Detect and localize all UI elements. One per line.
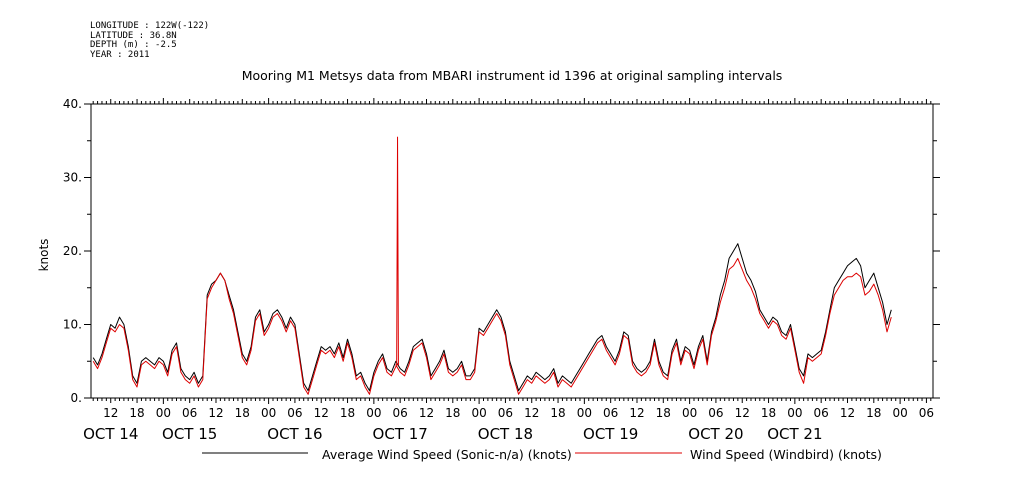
x-tick-label: 18 (445, 406, 460, 420)
x-tick-label: 06 (393, 406, 408, 420)
y-tick-label: 30. (63, 171, 82, 185)
x-tick-label: 12 (840, 406, 855, 420)
x-date-label: OCT 18 (478, 425, 533, 443)
depth-text: DEPTH (m) : -2.5 (90, 40, 177, 50)
axis-layer: 0. 10. 20. 30. 40. 12 18 00 06 12 18 00 06 12 18 00 06 12… (63, 97, 940, 443)
x-tick-label: 12 (103, 406, 118, 420)
legend-label: Wind Speed (Windbird) (knots) (690, 447, 882, 462)
x-tick-label: 00 (366, 406, 381, 420)
x-tick-label: 00 (577, 406, 592, 420)
x-date-label: OCT 19 (583, 425, 638, 443)
x-tick-label: 18 (340, 406, 355, 420)
x-tick-label: 18 (129, 406, 144, 420)
x-tick-label: 18 (550, 406, 565, 420)
series-layer (92, 136, 892, 395)
longitude-text: LONGITUDE : 122W(-122) (90, 21, 210, 31)
x-tick-label: 12 (524, 406, 539, 420)
x-tick-label: 12 (735, 406, 750, 420)
year-text: YEAR : 2011 (90, 49, 150, 60)
series-line-average-wind-speed (92, 243, 892, 392)
metadata-block: LONGITUDE : 122W(-122) LATITUDE : 36.8N … (90, 21, 210, 60)
chart-title: Mooring M1 Metsys data from MBARI instru… (242, 68, 783, 83)
y-tick-label: 0. (71, 391, 82, 405)
x-tick-label: 12 (314, 406, 329, 420)
x-tick-label: 18 (235, 406, 250, 420)
x-date-label: OCT 16 (267, 425, 322, 443)
x-tick-label: 00 (261, 406, 276, 420)
x-tick-label: 06 (498, 406, 513, 420)
x-tick-label: 06 (919, 406, 934, 420)
x-tick-label: 00 (471, 406, 486, 420)
y-tick-label: 20. (63, 244, 82, 258)
x-tick-label: 06 (708, 406, 723, 420)
x-tick-label: 00 (892, 406, 907, 420)
legend: Average Wind Speed (Sonic-n/a) (knots) Wi… (202, 447, 882, 462)
x-tick-label: 06 (814, 406, 829, 420)
x-tick-label: 18 (656, 406, 671, 420)
x-tick-label: 00 (156, 406, 171, 420)
x-date-label: OCT 15 (162, 425, 217, 443)
latitude-text: LATITUDE : 36.8N (90, 30, 177, 41)
x-tick-label: 06 (182, 406, 197, 420)
x-date-label: OCT 17 (373, 425, 428, 443)
x-date-label: OCT 21 (767, 425, 822, 443)
x-tick-label: 12 (629, 406, 644, 420)
x-tick-label: 06 (603, 406, 618, 420)
x-tick-label: 00 (787, 406, 802, 420)
x-tick-label: 18 (866, 406, 881, 420)
y-tick-label: 40. (63, 97, 82, 111)
x-tick-label: 12 (419, 406, 434, 420)
x-tick-label: 00 (682, 406, 697, 420)
plot-frame (90, 103, 934, 399)
x-tick-label: 12 (208, 406, 223, 420)
y-tick-label: 10. (63, 318, 82, 332)
legend-label: Average Wind Speed (Sonic-n/a) (knots) (322, 447, 572, 462)
x-date-label: OCT 14 (83, 425, 138, 443)
y-axis-label: knots (37, 239, 51, 272)
x-tick-label: 06 (287, 406, 302, 420)
series-line-windbird-wind-speed (92, 136, 892, 395)
x-tick-label: 18 (761, 406, 776, 420)
x-date-label: OCT 20 (688, 425, 743, 443)
